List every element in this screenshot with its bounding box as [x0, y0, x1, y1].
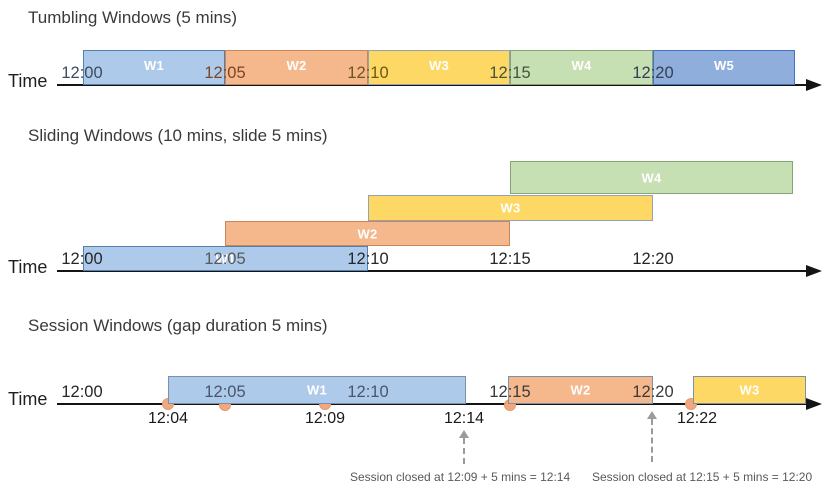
sliding-timeline — [57, 270, 809, 272]
sliding-tick-1200: 12:00 — [61, 250, 103, 268]
window-label: W1 — [143, 58, 165, 73]
window-label: W5 — [713, 58, 735, 73]
sliding-window-w1: W1 — [83, 246, 368, 271]
tumbling-tick-1210: 12:10 — [347, 64, 389, 82]
tumbling-tick-1200: 12:00 — [61, 64, 103, 82]
tumbling-window-w4: W4 — [510, 50, 653, 85]
sliding-tick-1205: 12:05 — [204, 250, 246, 268]
window-label: W3 — [500, 200, 521, 216]
sliding-window-w3: W3 — [368, 195, 653, 221]
session-timeline — [57, 403, 809, 405]
sliding-section-title: Sliding Windows (10 mins, slide 5 mins) — [28, 126, 328, 145]
sliding-window-w2: W2 — [225, 221, 510, 246]
sliding-tick-1210: 12:10 — [347, 250, 389, 268]
window-label: W2 — [570, 382, 591, 398]
session-tick-1200: 12:00 — [61, 383, 103, 401]
window-label: W2 — [357, 226, 378, 241]
tumbling-tick-1220: 12:20 — [632, 64, 674, 82]
dashed-arrow-line-1 — [463, 438, 465, 464]
session-tick-1210: 12:10 — [347, 383, 389, 401]
window-label: W3 — [428, 58, 450, 73]
window-label: W2 — [286, 58, 307, 73]
tumbling-tick-1215: 12:15 — [489, 64, 531, 82]
session-time-axis-label: Time — [8, 389, 48, 409]
sliding-timeline-arrow-icon — [806, 265, 822, 277]
event-label-1222: 12:22 — [676, 410, 718, 427]
tumbling-timeline — [57, 84, 809, 86]
window-label: W3 — [739, 382, 760, 398]
session-tick-1220: 12:20 — [632, 383, 674, 401]
session-timeline-arrow-icon — [806, 398, 822, 410]
event-label-1204: 12:04 — [147, 410, 189, 427]
window-label: W4 — [571, 58, 592, 73]
tumbling-timeline-arrow-icon — [806, 79, 822, 91]
session-tick-1215: 12:15 — [489, 383, 531, 401]
tumbling-window-w2: W2 — [225, 50, 368, 85]
dashed-arrowhead-icon-1 — [459, 430, 469, 438]
sliding-tick-1215: 12:15 — [489, 250, 531, 268]
session-window-w1: W1 — [168, 376, 466, 404]
tumbling-window-w3: W3 — [368, 50, 510, 85]
tumbling-tick-1205: 12:05 — [204, 64, 246, 82]
dashed-arrow-line-2 — [651, 419, 653, 462]
window-label: W1 — [306, 382, 328, 398]
session-closed-annotation-1: Session closed at 12:09 + 5 mins = 12:14 — [350, 470, 571, 484]
session-closed-annotation-2: Session closed at 12:15 + 5 mins = 12:20 — [592, 470, 813, 484]
tumbling-section-title: Tumbling Windows (5 mins) — [28, 8, 238, 27]
window-label: W4 — [641, 170, 662, 185]
session-window-w2: W2 — [508, 376, 653, 404]
event-label-1209: 12:09 — [304, 410, 346, 427]
session-section-title: Session Windows (gap duration 5 mins) — [28, 316, 328, 335]
session-tick-1205: 12:05 — [204, 383, 246, 401]
session-window-w3: W3 — [693, 376, 806, 404]
dashed-arrowhead-icon-2 — [647, 411, 657, 419]
event-label-1214: 12:14 — [443, 410, 485, 427]
tumbling-time-axis-label: Time — [8, 71, 48, 91]
tumbling-window-w5: W5 — [653, 50, 795, 85]
sliding-time-axis-label: Time — [8, 257, 48, 277]
window-label: W1 — [215, 251, 236, 266]
tumbling-window-w1: W1 — [83, 50, 225, 85]
sliding-window-w4: W4 — [510, 161, 793, 194]
sliding-tick-1220: 12:20 — [632, 250, 674, 268]
